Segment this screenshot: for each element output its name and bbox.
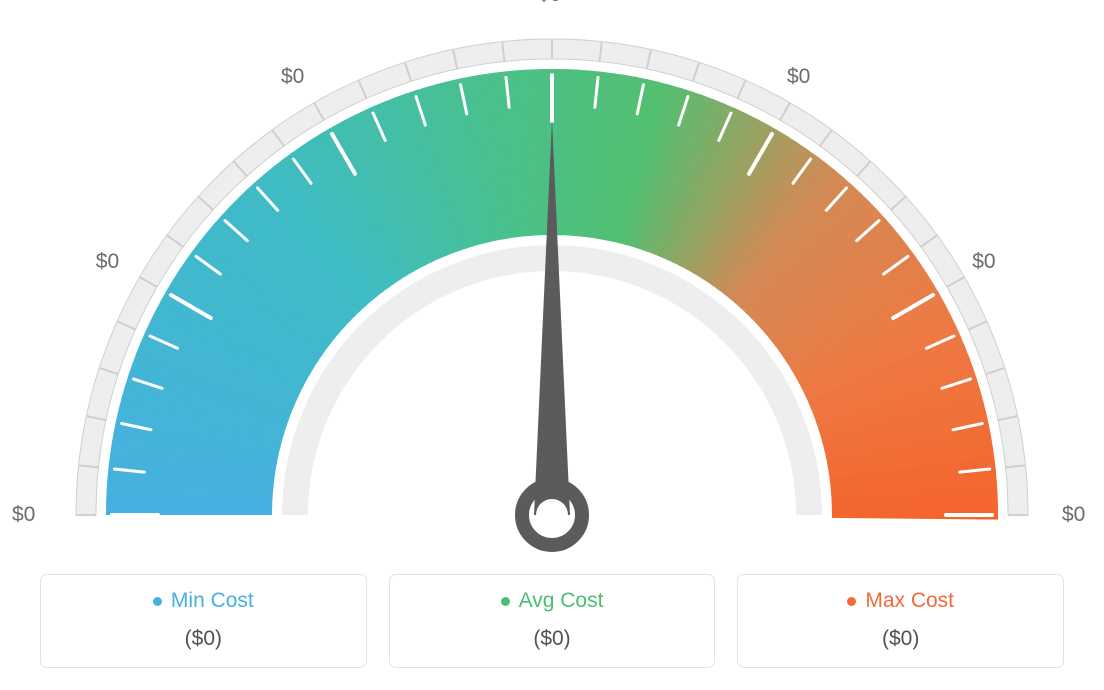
- legend-label-min: Min Cost: [171, 589, 254, 613]
- gauge-axis-label: $0: [1062, 503, 1085, 527]
- legend-dot-max: [847, 597, 856, 606]
- gauge-area: $0 $0 $0 $0 $0 $0 $0: [0, 0, 1104, 560]
- legend-card-min: Min Cost ($0): [40, 574, 367, 668]
- gauge-axis-label: $0: [787, 65, 810, 89]
- gauge-axis-label: $0: [96, 250, 119, 274]
- legend-dot-avg: [501, 597, 510, 606]
- legend-label-avg: Avg Cost: [519, 589, 604, 613]
- legend-value-min: ($0): [53, 627, 354, 651]
- legend-card-max: Max Cost ($0): [737, 574, 1064, 668]
- gauge-svg: [52, 15, 1052, 555]
- legend-title-min: Min Cost: [153, 589, 254, 613]
- gauge-axis-label: $0: [281, 65, 304, 89]
- legend-value-avg: ($0): [402, 627, 703, 651]
- gauge-axis-label: $0: [12, 503, 35, 527]
- legend-title-avg: Avg Cost: [501, 589, 604, 613]
- legend-card-avg: Avg Cost ($0): [389, 574, 716, 668]
- gauge-cost-widget: $0 $0 $0 $0 $0 $0 $0 Min Cost ($0) Avg Cost ($…: [0, 0, 1104, 690]
- legend-label-max: Max Cost: [865, 589, 954, 613]
- gauge-axis-label: $0: [972, 250, 995, 274]
- legend-dot-min: [153, 597, 162, 606]
- gauge-axis-label: $0: [538, 0, 561, 7]
- legend-row: Min Cost ($0) Avg Cost ($0) Max Cost ($0…: [40, 574, 1064, 668]
- legend-title-max: Max Cost: [847, 589, 954, 613]
- legend-value-max: ($0): [750, 627, 1051, 651]
